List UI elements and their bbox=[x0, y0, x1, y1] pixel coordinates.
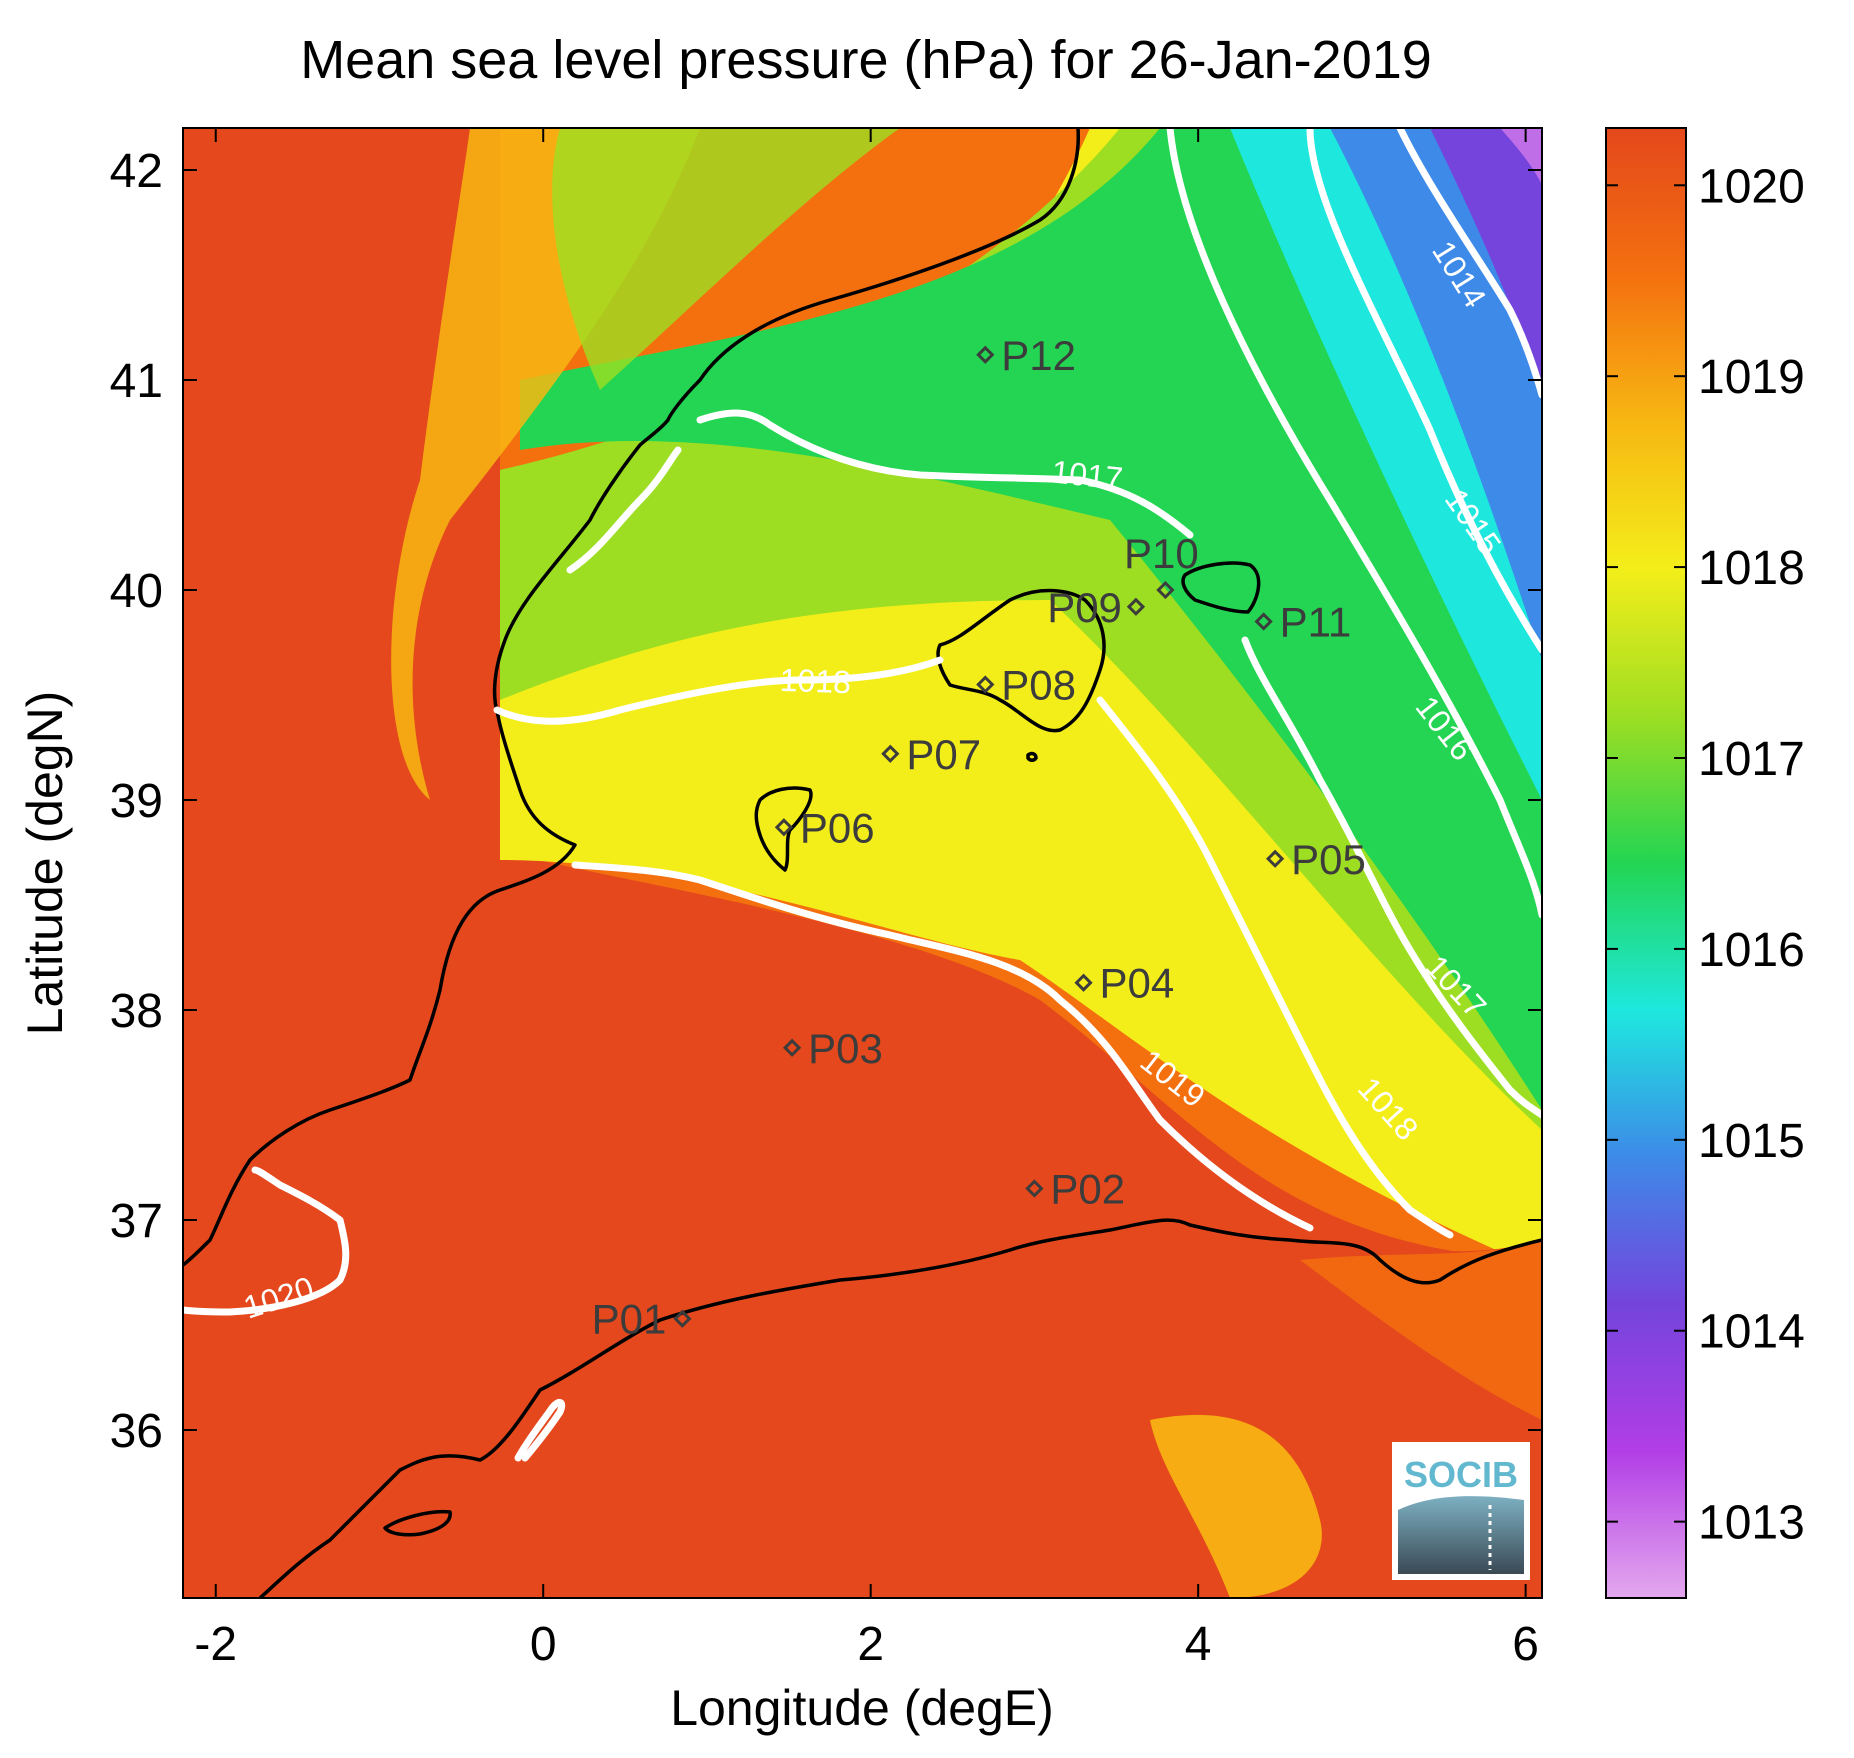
logo-sea bbox=[1398, 1496, 1524, 1574]
colorbar-tick-label: 1017 bbox=[1698, 733, 1805, 786]
station-p04: P04 bbox=[1074, 960, 1175, 1007]
y-tick-label: 37 bbox=[110, 1195, 163, 1248]
contour-1020-west bbox=[183, 1166, 350, 1316]
x-tick-label: -2 bbox=[194, 1618, 237, 1671]
coastline-iberia bbox=[183, 128, 1080, 1267]
station-label: P09 bbox=[1047, 584, 1122, 631]
station-label: P08 bbox=[1001, 662, 1076, 709]
x-tick-label: 0 bbox=[530, 1618, 557, 1671]
contour-1017-east bbox=[1241, 636, 1542, 1119]
x-axis-title: Longitude (degE) bbox=[670, 1680, 1054, 1736]
colorbar-tick-label: 1013 bbox=[1698, 1497, 1805, 1550]
colorbar-tick-label: 1014 bbox=[1698, 1306, 1805, 1359]
station-marker bbox=[774, 818, 794, 837]
y-axis: 36 37 38 39 40 41 42 bbox=[110, 145, 1542, 1458]
x-tick-label: 2 bbox=[857, 1618, 884, 1671]
island-cabrera bbox=[1026, 751, 1038, 762]
station-p03: P03 bbox=[782, 1025, 883, 1072]
island-alboran bbox=[383, 1509, 452, 1537]
station-label: P03 bbox=[808, 1025, 883, 1072]
contour-1018-east bbox=[1096, 696, 1454, 1239]
station-label: P05 bbox=[1291, 836, 1366, 883]
station-p06: P06 bbox=[774, 804, 875, 851]
station-p12: P12 bbox=[976, 332, 1076, 379]
colorbar-ticks: 1013 1014 1015 1016 1017 1018 1019 1020 bbox=[1606, 160, 1805, 1550]
station-marker bbox=[976, 675, 995, 694]
y-tick-label: 39 bbox=[110, 775, 163, 828]
contour-1020-africa bbox=[514, 1399, 566, 1462]
station-marker bbox=[1265, 849, 1285, 868]
station-label: P06 bbox=[800, 804, 875, 851]
y-axis-title: Latitude (degN) bbox=[17, 691, 73, 1036]
pressure-field bbox=[183, 128, 1542, 1598]
land-pyrenees bbox=[552, 128, 900, 390]
colorbar-tick-label: 1020 bbox=[1698, 160, 1805, 213]
station-p10: P10 bbox=[1124, 530, 1199, 600]
station-p05: P05 bbox=[1265, 836, 1366, 883]
y-tick-label: 36 bbox=[110, 1405, 163, 1458]
contour-1017-north bbox=[696, 409, 1194, 539]
x-axis: -2 0 2 4 6 bbox=[194, 128, 1539, 1671]
station-marker bbox=[782, 1038, 802, 1057]
station-label: P04 bbox=[1100, 960, 1175, 1007]
station-label: P07 bbox=[906, 731, 981, 778]
colorbar-tick-label: 1019 bbox=[1698, 351, 1805, 404]
island-mallorca bbox=[936, 588, 1106, 733]
contour-label-1017-a: 1017 bbox=[1050, 453, 1125, 496]
field-band-1016 bbox=[520, 128, 1542, 1110]
contour-1014 bbox=[1396, 128, 1542, 399]
logo-sky bbox=[1398, 1448, 1524, 1498]
field-band-1012 bbox=[1500, 128, 1542, 185]
contour-1019 bbox=[571, 861, 1314, 1232]
station-marker bbox=[976, 345, 995, 364]
island-ibiza bbox=[754, 786, 813, 872]
contour-1015 bbox=[1306, 128, 1542, 654]
coastline-africa bbox=[258, 1218, 1542, 1598]
station-marker bbox=[1126, 597, 1146, 616]
station-marker bbox=[1074, 973, 1093, 992]
plot-frame bbox=[182, 127, 1543, 1599]
station-marker bbox=[1156, 580, 1175, 600]
chart-title: Mean sea level pressure (hPa) for 26-Jan… bbox=[300, 30, 1432, 90]
field-band-1013 bbox=[1430, 128, 1542, 400]
station-label: P02 bbox=[1050, 1166, 1125, 1213]
y-tick-label: 38 bbox=[110, 985, 163, 1038]
station-marker bbox=[881, 744, 900, 763]
contour-label-1018-a: 1018 bbox=[779, 662, 851, 700]
colorbar bbox=[1605, 127, 1687, 1599]
station-p11: P11 bbox=[1254, 599, 1352, 646]
x-tick-label: 4 bbox=[1185, 1618, 1212, 1671]
station-p08: P08 bbox=[976, 662, 1076, 709]
station-p07: P07 bbox=[881, 731, 981, 778]
colorbar-tick-label: 1016 bbox=[1698, 924, 1805, 977]
land-africa-coast-strip bbox=[1300, 1240, 1542, 1420]
logo-text: SOCIB bbox=[1404, 1454, 1518, 1495]
y-tick-label: 40 bbox=[110, 565, 163, 618]
station-label: P11 bbox=[1280, 599, 1352, 646]
field-band-1014 bbox=[1330, 128, 1542, 660]
y-tick-label: 42 bbox=[110, 145, 163, 198]
socib-logo: SOCIB bbox=[1392, 1442, 1530, 1580]
station-p09: P09 bbox=[1047, 584, 1146, 631]
contour-1018-west bbox=[493, 656, 944, 725]
station-label: P12 bbox=[1001, 332, 1076, 379]
contour-1017-coast bbox=[566, 446, 682, 574]
colorbar-tick-label: 1015 bbox=[1698, 1115, 1805, 1168]
station-label: P10 bbox=[1124, 530, 1199, 577]
station-label: P01 bbox=[592, 1296, 667, 1343]
contour-1016 bbox=[1166, 128, 1542, 919]
station-marker bbox=[1254, 612, 1273, 631]
station-marker bbox=[1025, 1179, 1044, 1198]
land-africa-highlands bbox=[1150, 1414, 1322, 1598]
land-iberia-highlands bbox=[391, 128, 700, 800]
x-tick-label: 6 bbox=[1512, 1618, 1539, 1671]
colorbar-tick-label: 1018 bbox=[1698, 542, 1805, 595]
station-p01: P01 bbox=[592, 1296, 692, 1343]
station-p02: P02 bbox=[1025, 1166, 1125, 1213]
island-menorca bbox=[1181, 561, 1261, 614]
station-marker bbox=[673, 1309, 692, 1328]
y-tick-label: 41 bbox=[110, 355, 163, 408]
